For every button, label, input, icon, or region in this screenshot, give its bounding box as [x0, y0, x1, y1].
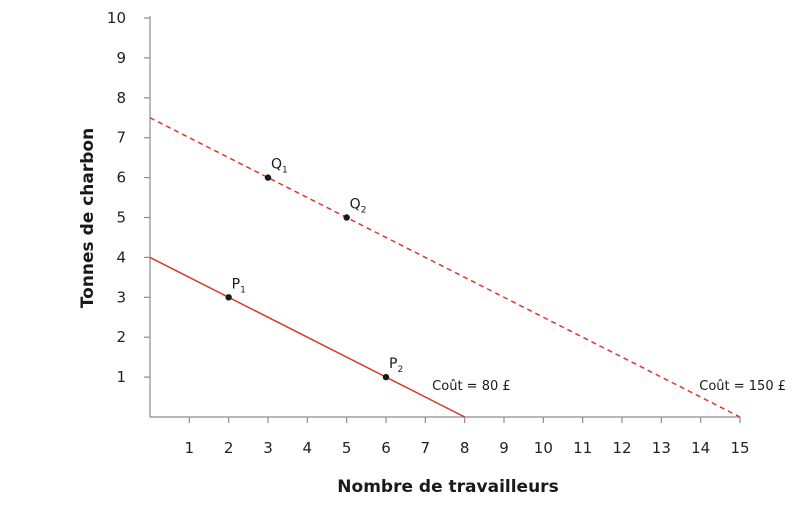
x-tick-label: 12: [612, 439, 631, 457]
y-tick-label: 10: [107, 9, 126, 27]
x-tick-label: 7: [421, 439, 431, 457]
x-tick-label: 2: [224, 439, 234, 457]
isocost-lines: Coût = 80 £ Coût = 150 £: [149, 117, 786, 418]
y-tick-label: 1: [116, 368, 126, 386]
x-tick-label: 14: [691, 439, 710, 457]
y-axis: 1 2 3 4 5 6 7 8 9 10: [107, 9, 151, 417]
x-tick-label: 9: [499, 439, 509, 457]
x-tick-label: 11: [573, 439, 592, 457]
isocost-line-label: Coût = 150 £: [699, 379, 786, 394]
y-ticks: 1 2 3 4 5 6 7 8 9 10: [107, 9, 150, 386]
isocost-line-150: [149, 117, 741, 418]
x-tick-label: 8: [460, 439, 470, 457]
x-tick-label: 10: [534, 439, 553, 457]
y-tick-label: 3: [116, 288, 126, 306]
y-axis-title: Tonnes de charbon: [78, 128, 98, 308]
isocost-line-80: [149, 256, 466, 418]
isocost-line-label: Coût = 80 £: [432, 379, 510, 394]
x-tick-label: 3: [263, 439, 273, 457]
point-marker: [382, 373, 390, 381]
y-tick-label: 8: [116, 89, 126, 107]
x-tick-label: 1: [185, 439, 195, 457]
points: P1 P2 Q1 Q2: [225, 157, 403, 381]
point-marker: [225, 294, 232, 301]
point-marker: [343, 214, 350, 221]
y-tick-label: 6: [116, 169, 126, 187]
y-tick-label: 5: [116, 209, 126, 227]
x-tick-label: 15: [730, 439, 749, 457]
x-axis-title: Nombre de travailleurs: [337, 477, 558, 497]
y-tick-label: 9: [116, 49, 126, 67]
y-tick-label: 4: [116, 248, 126, 266]
x-tick-label: 5: [342, 439, 352, 457]
x-tick-label: 6: [381, 439, 391, 457]
point-label: P2: [389, 356, 403, 375]
point-label: Q1: [271, 157, 288, 176]
x-tick-label: 13: [652, 439, 671, 457]
y-tick-label: 2: [116, 328, 126, 346]
x-axis: 1 2 3 4 5 6 7 8 9 10 11 12 13 14 15: [150, 416, 750, 457]
point-label: P1: [232, 276, 246, 295]
x-tick-label: 4: [303, 439, 313, 457]
x-ticks: 1 2 3 4 5 6 7 8 9 10 11 12 13 14 15: [185, 417, 750, 457]
point-marker: [264, 174, 272, 181]
y-tick-label: 7: [116, 129, 126, 147]
point-label: Q2: [350, 197, 367, 216]
